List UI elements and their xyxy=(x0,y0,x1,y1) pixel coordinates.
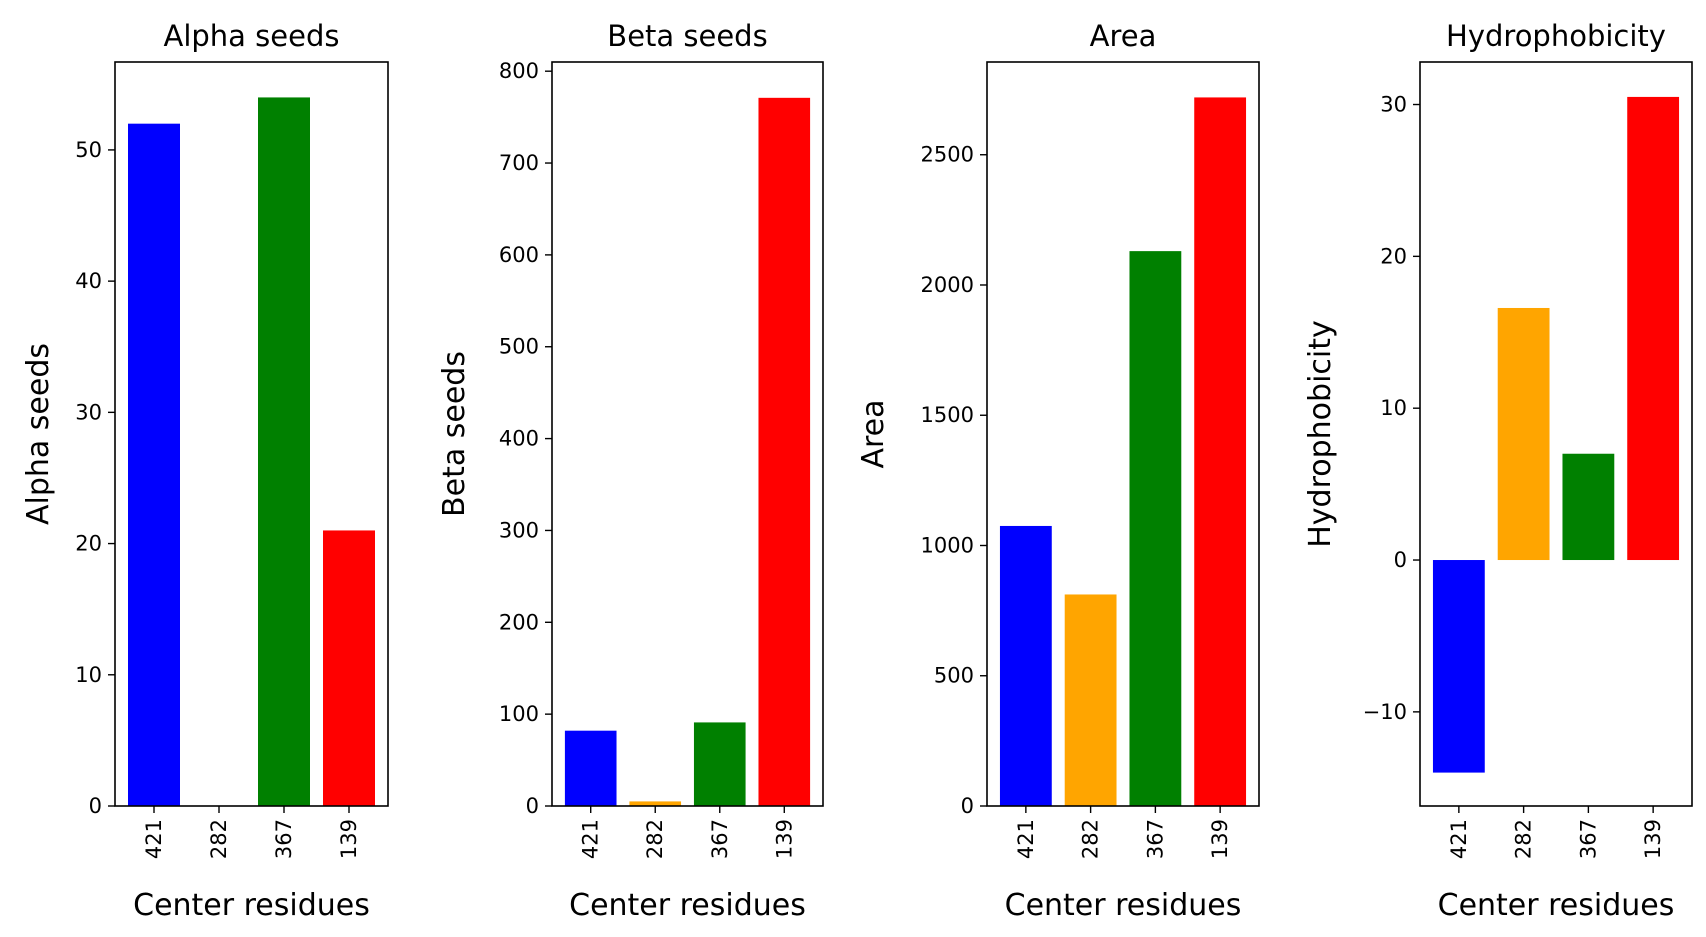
y-tick-label: 0 xyxy=(961,794,974,818)
y-tick-label: 300 xyxy=(499,518,539,542)
axes-frame xyxy=(114,61,389,807)
y-tick-label: 100 xyxy=(499,702,539,726)
y-tick-label: 400 xyxy=(499,427,539,451)
x-tick-label: 139 xyxy=(772,819,796,859)
bar-282 xyxy=(1497,307,1550,561)
bar-421 xyxy=(1432,560,1485,773)
y-tick-label: 2500 xyxy=(921,143,974,167)
x-tick-label: 421 xyxy=(579,819,603,859)
y-tick-label: 700 xyxy=(499,151,539,175)
axes-frame xyxy=(986,61,1260,807)
y-axis-label: Beta seeds xyxy=(437,351,472,517)
y-tick-label: 40 xyxy=(75,269,102,293)
bar-421 xyxy=(999,525,1052,806)
bar-282 xyxy=(1064,594,1117,806)
y-axis-label: Area xyxy=(856,399,891,468)
bar-367 xyxy=(1562,453,1615,561)
bar-139 xyxy=(1194,97,1247,806)
chart-title: Hydrophobicity xyxy=(1446,19,1666,53)
x-tick-label: 282 xyxy=(207,819,231,859)
bar-421 xyxy=(128,123,180,807)
y-tick-label: 1000 xyxy=(921,533,974,557)
y-axis-label: Alpha seeds xyxy=(21,343,56,525)
y-tick-label: −10 xyxy=(1363,700,1407,724)
x-tick-label: 367 xyxy=(708,819,732,859)
y-tick-label: 0 xyxy=(526,794,539,818)
y-tick-label: 0 xyxy=(1394,548,1407,572)
subplot-1: 0 10 20 30 40 50 421 282 367 139 Alpha seeds Center… xyxy=(21,19,389,923)
axes-frame xyxy=(1419,61,1693,807)
x-axis-label: Center residues xyxy=(133,888,370,923)
x-tick-label: 367 xyxy=(1576,819,1600,859)
bar-367 xyxy=(258,97,310,806)
x-tick-label: 421 xyxy=(142,819,166,859)
axes-frame xyxy=(551,61,824,807)
x-tick-label: 139 xyxy=(337,819,361,859)
y-tick-label: 2000 xyxy=(921,273,974,297)
y-tick-label: 10 xyxy=(1380,396,1407,420)
bar-139 xyxy=(323,530,375,806)
x-axis-label: Center residues xyxy=(1438,888,1675,923)
y-tick-label: 20 xyxy=(75,532,102,556)
bar-139 xyxy=(758,97,811,807)
x-tick-label: 367 xyxy=(1143,819,1167,859)
bar-367 xyxy=(693,722,746,806)
subplot-4: −10 0 10 20 30 421 282 367 139 Hydrophobicity Cent… xyxy=(1303,19,1693,923)
x-tick-label: 367 xyxy=(272,819,296,859)
y-tick-label: 10 xyxy=(75,663,102,687)
chart-title: Area xyxy=(1090,19,1157,53)
y-tick-label: 20 xyxy=(1380,244,1407,268)
y-tick-label: 200 xyxy=(499,610,539,634)
y-axis-label: Hydrophobicity xyxy=(1303,320,1338,548)
x-tick-label: 282 xyxy=(1512,819,1536,859)
x-tick-label: 421 xyxy=(1447,819,1471,859)
y-tick-label: 600 xyxy=(499,243,539,267)
x-axis-label: Center residues xyxy=(1005,888,1242,923)
y-tick-label: 500 xyxy=(499,335,539,359)
y-tick-label: 1500 xyxy=(921,403,974,427)
x-tick-label: 139 xyxy=(1208,819,1232,859)
chart-title: Beta seeds xyxy=(607,19,767,53)
bar-367 xyxy=(1129,251,1182,807)
x-tick-label: 282 xyxy=(643,819,667,859)
y-tick-label: 50 xyxy=(75,138,102,162)
bar-282 xyxy=(629,801,682,806)
x-tick-label: 282 xyxy=(1079,819,1103,859)
y-tick-label: 800 xyxy=(499,59,539,83)
bar-139 xyxy=(1627,96,1680,561)
bar-421 xyxy=(564,730,617,806)
x-tick-label: 139 xyxy=(1641,819,1665,859)
subplot-2: 0 100 200 300 400 500 600 700 800 421 282 367 139 Bet… xyxy=(437,19,824,923)
y-tick-label: 30 xyxy=(75,400,102,424)
subplot-3: 0 500 1000 1500 2000 2500 421 282 367 139 Area Cent… xyxy=(856,19,1260,923)
y-tick-label: 500 xyxy=(934,664,974,688)
chart-title: Alpha seeds xyxy=(164,19,340,53)
x-axis-label: Center residues xyxy=(569,888,806,923)
y-tick-label: 30 xyxy=(1380,93,1407,117)
x-tick-label: 421 xyxy=(1014,819,1038,859)
y-tick-label: 0 xyxy=(89,794,102,818)
